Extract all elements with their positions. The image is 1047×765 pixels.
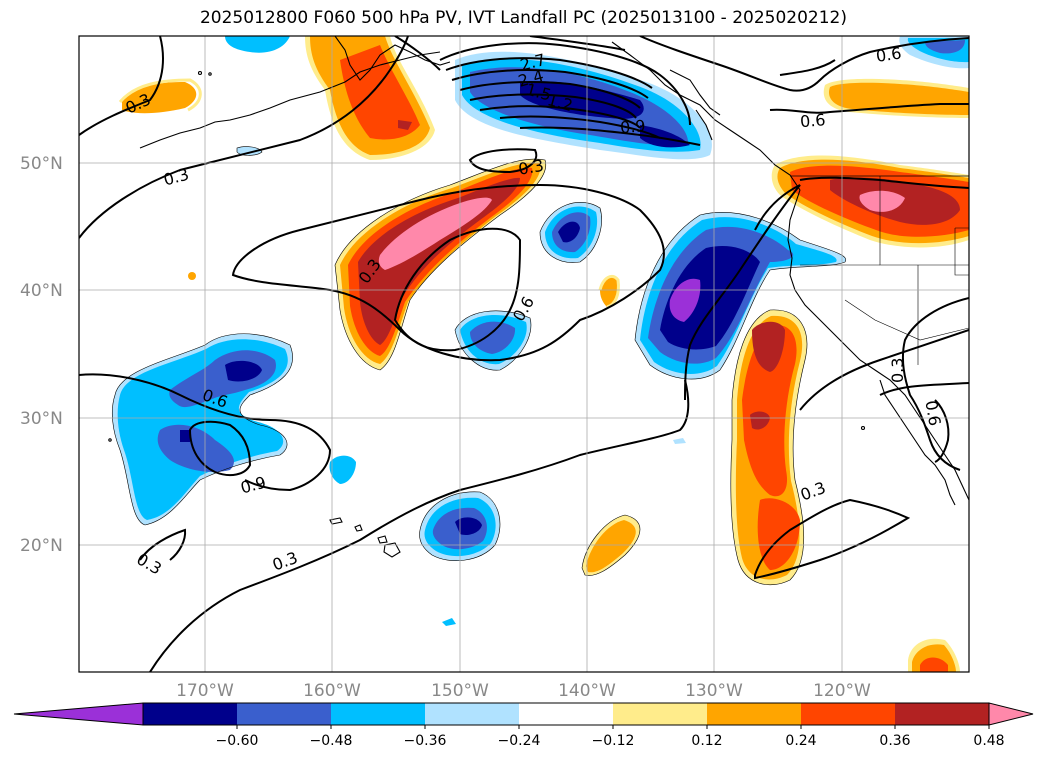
colorbar-extend-high <box>988 702 1034 726</box>
pv-shading <box>112 36 969 672</box>
lon-label: 170°W <box>176 681 234 701</box>
lon-label: 120°W <box>813 681 871 701</box>
contour-lines <box>79 36 969 672</box>
colorbar-swatch <box>613 703 707 725</box>
colorbar-tick-label: 0.24 <box>785 733 816 749</box>
graticule <box>79 36 969 672</box>
contour-label: 0.6 <box>875 44 903 66</box>
colorbar-swatch <box>143 703 237 725</box>
lon-label: 150°W <box>431 681 489 701</box>
map-title: 2025012800 F060 500 hPa PV, IVT Landfall… <box>199 8 847 28</box>
colorbar-tick-label: −0.48 <box>310 733 353 749</box>
colorbar-swatch <box>425 703 519 725</box>
colorbar-swatch <box>237 703 331 725</box>
lat-label: 20°N <box>20 536 63 556</box>
map-frame <box>78 35 970 673</box>
colorbar-tick-label: −0.60 <box>216 733 259 749</box>
colorbar-tick-label: −0.24 <box>498 733 541 749</box>
contour-label: 0.6 <box>921 399 944 427</box>
contour-label: 0.3 <box>517 156 545 179</box>
colorbar-swatch <box>331 703 425 725</box>
lat-label: 40°N <box>20 281 63 301</box>
colorbar-tick-label: −0.12 <box>592 733 635 749</box>
coastlines <box>108 36 969 558</box>
colorbar-swatch <box>519 703 613 725</box>
colorbar-swatch <box>801 703 895 725</box>
lon-label: 160°W <box>303 681 361 701</box>
colorbar-swatch <box>895 703 989 725</box>
colorbar-tick-label: 0.36 <box>879 733 910 749</box>
colorbar-tick-label: 0.48 <box>973 733 1004 749</box>
colorbar-tick-label: −0.36 <box>404 733 447 749</box>
contour-label: 0.9 <box>619 116 646 137</box>
lon-label: 130°W <box>685 681 743 701</box>
lat-label: 50°N <box>20 154 63 174</box>
lon-label: 140°W <box>558 681 616 701</box>
colorbar: −0.60 −0.48 −0.36 −0.24 −0.12 0.12 0.24 0.36 0.4… <box>13 702 1034 749</box>
lat-label: 30°N <box>20 409 63 429</box>
colorbar-tick-label: 0.12 <box>691 733 722 749</box>
colorbar-swatch <box>707 703 801 725</box>
colorbar-border <box>142 702 990 726</box>
contour-label: 0.3 <box>888 358 907 383</box>
contour-label: 0.6 <box>799 110 826 131</box>
colorbar-extend-low <box>13 702 144 726</box>
